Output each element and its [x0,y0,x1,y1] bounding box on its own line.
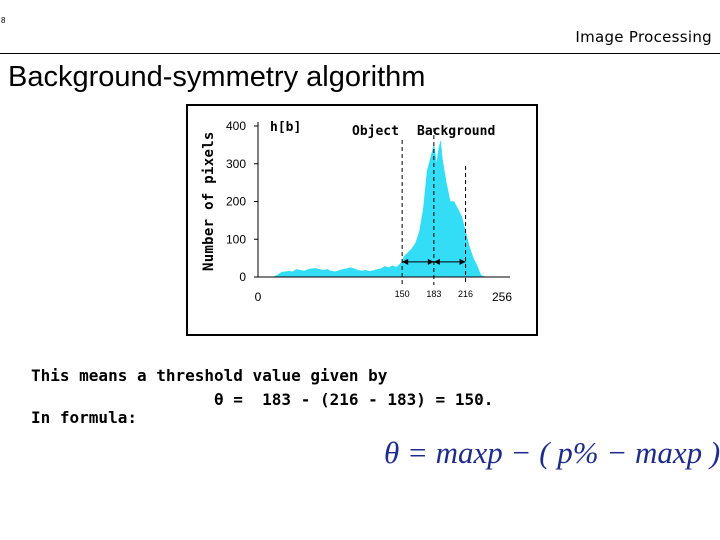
marker-label-183: 183 [426,289,441,299]
threshold-formula: θ = maxp − ( p% − maxp ) [384,435,720,470]
y-tick-label-100: 100 [226,232,246,246]
y-axis-label: Number of pixels [201,131,217,271]
histogram-chart: Number of pixels h[b] Object Background … [201,119,512,304]
y-tick-label-200: 200 [226,195,246,209]
histogram-figure: Number of pixels h[b] Object Background … [186,104,538,336]
marker-label-150: 150 [395,289,410,299]
threshold-sentence: This means a threshold value given by [31,366,388,385]
symmetry-arrowhead-2 [433,258,440,265]
header-label: Image Processing [575,28,712,46]
marker-label-216: 216 [458,289,473,299]
x-tick-label-256: 256 [492,290,512,304]
threshold-equation: θ = 183 - (216 - 183) = 150. [214,390,494,409]
header-divider [0,53,720,54]
formula-label: In formula: [31,408,137,427]
x-tick-label-0: 0 [255,290,262,304]
series-label: h[b] [270,120,301,135]
symmetry-arrowhead-0 [402,258,409,265]
slide-corner-mark: 8 [1,16,6,25]
y-tick-label-300: 300 [226,157,246,171]
symmetry-arrowhead-3 [459,258,466,265]
region-label-object: Object [352,124,399,139]
y-tick-label-0: 0 [239,270,246,284]
histogram-area [258,141,504,278]
symmetry-arrowhead-1 [427,258,434,265]
region-label-background: Background [417,124,495,139]
slide-title: Background-symmetry algorithm [8,61,426,93]
y-tick-label-400: 400 [226,119,246,133]
